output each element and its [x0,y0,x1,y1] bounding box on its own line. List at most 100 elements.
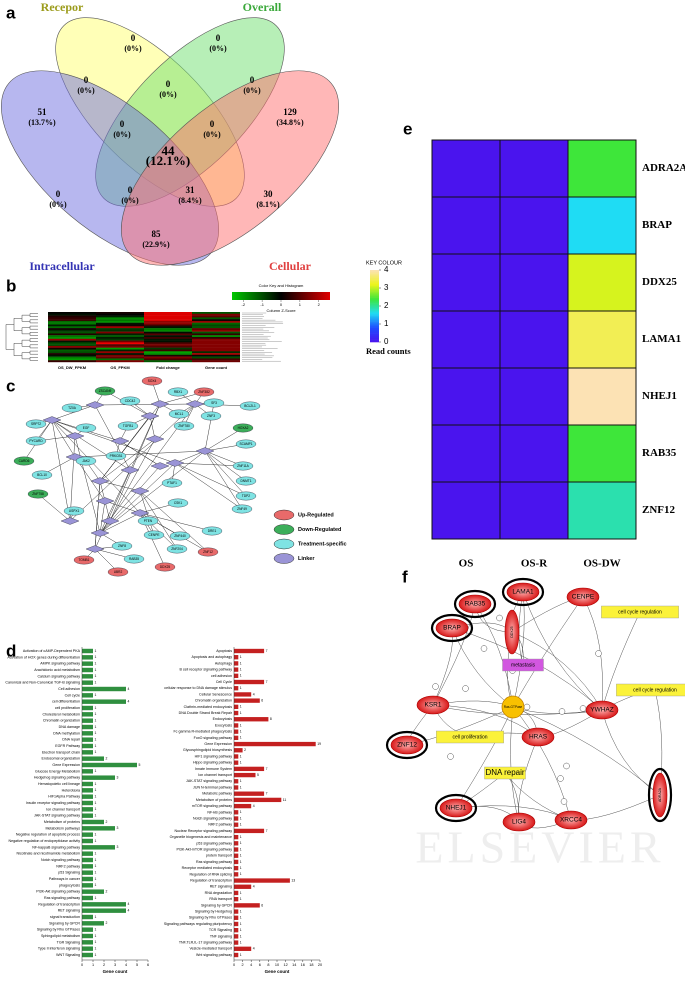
bar-value-label: 1 [240,736,242,740]
bar-category-label: Chromatin organization [195,699,232,703]
network-node-label: JAK2 [82,459,90,463]
heatmap-cell [192,358,240,361]
network-node [235,476,257,486]
bar [82,712,93,717]
network-node-label: TZ0A [68,406,77,410]
x-tick-label: 18 [309,963,313,967]
bar [234,828,265,834]
dendrogram [5,324,14,350]
bar [234,928,239,933]
bar [234,723,239,728]
heatmap-cell [192,340,240,343]
bar-category-label: FoxO signaling pathway [194,736,233,740]
bar-category-label: Metabolism pathways [45,826,80,830]
heatmap-cell [192,360,240,363]
bar-value-label: 1 [95,883,97,887]
bar [234,667,239,672]
bar [234,865,239,871]
bar-category-label: Notch signaling pathway [41,858,80,862]
bar-value-label: 1 [240,897,242,901]
heatmap-cell [96,345,144,348]
network-node-label: EGF [83,426,90,430]
heatmap-cell [48,356,96,359]
heatmap-cell [144,326,192,329]
bar [82,756,104,761]
colorbar-segment [370,278,379,280]
bar-category-label: TNF,TLR,IL-17 signaling pathway [179,941,232,945]
heatmap-cell [144,347,192,350]
bar [82,724,93,730]
heatmap-cell [192,335,240,338]
bar [82,743,93,749]
bar [82,686,126,692]
network-node-label: PYCARD [29,439,43,443]
bar-category-label: cell adhesion [211,674,232,678]
network-edge [99,450,206,534]
venn-percent: (0%) [124,44,142,53]
bar-value-label: 1 [95,852,97,856]
bar [234,847,239,852]
bar-value-label: 1 [95,833,97,837]
bar-category-label: TNF signaling [210,934,232,938]
network-edge [512,596,584,708]
bar [82,661,93,666]
bar-category-label: Nicotinate and nicotinamide metabolism [16,852,80,856]
bar-value-label: 3 [117,776,119,780]
bar-value-label: 1 [95,681,97,685]
bar-category-label: Gene Expression [52,763,80,767]
bar-category-label: Signaling by Rho GTPases [37,928,80,932]
bar-value-label: 1 [240,847,242,851]
colorbar-tick-label: 0 [384,337,389,346]
heatmap-cell [96,315,144,318]
network-edge [204,450,247,482]
gene-label: CENPE [572,594,595,601]
bar-category-label: DNA damage [59,725,80,729]
bar [82,648,93,654]
linker-node [185,400,205,408]
network-edge [174,450,206,464]
network-node-label: ZNF49 [237,507,247,511]
bar-value-label: 1 [95,953,97,957]
colorbar-segment [370,292,379,295]
linker-node [85,545,105,553]
venn-percent: (0%) [203,130,221,139]
dendrogram [29,344,38,349]
dendrogram [21,314,30,322]
bar-category-label: Apoptosis and autophagy [191,655,232,659]
bar [234,673,239,678]
bar-value-label: 1 [240,953,242,957]
bar-value-label: 1 [95,668,97,672]
edge-modifier [496,614,503,622]
bar-value-label: 4 [128,909,130,913]
heatmap-cell [144,344,192,347]
gene-label: RAB35 [465,601,486,608]
heatmap-cell [144,353,192,356]
bar-value-label: 1 [240,779,242,783]
bar [82,813,93,818]
heatmap-cell [499,253,569,312]
venn-percent: (34.8%) [276,118,304,127]
heatmap-row-label: ZNF12 [642,504,676,516]
x-axis-title: Gene count [265,969,290,974]
network-node [169,531,191,541]
network-node [193,387,215,397]
heatmap-cell [499,196,569,255]
bar-value-label: 1 [240,823,242,827]
bar-category-label: Exocytosis [215,723,232,727]
bar-category-label: Regulation of transcription [190,879,232,883]
network-edge [109,403,161,522]
venn-count: 0 [56,189,61,199]
dendrogram [29,350,38,355]
venn-count: 129 [283,107,297,117]
colorbar-segment [370,334,379,337]
heatmap-column-label: OS_FPKM [110,365,130,370]
bar [82,876,93,882]
heatmap-cell [192,313,240,316]
bar-value-label: 4 [128,687,130,691]
heatmap-column-label: OS-R [521,558,548,570]
bar-value-label: 1 [95,750,97,754]
network-node-label: HOXA2 [238,426,249,430]
panel-label: a [6,3,16,22]
linker-node [150,400,170,408]
network-edge [51,419,131,471]
